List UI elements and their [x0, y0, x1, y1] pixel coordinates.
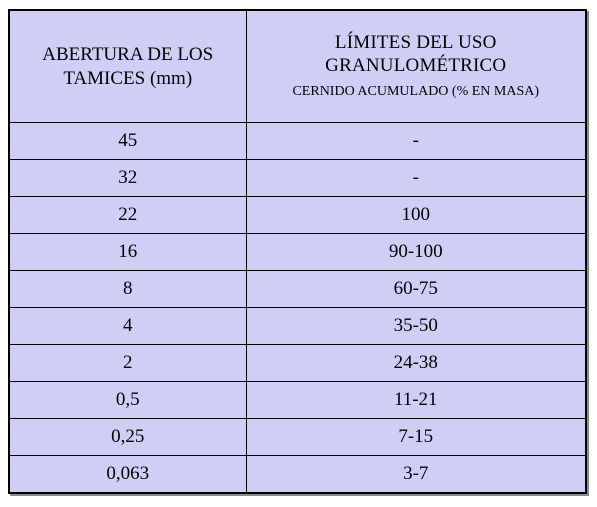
- table-row: 32 -: [8, 159, 587, 197]
- table-row: 45 -: [8, 122, 587, 160]
- limit-cell: 11-21: [245, 381, 587, 419]
- limit-cell: 60-75: [245, 270, 587, 308]
- granulometry-table: ABERTURA DE LOS TAMICES (mm) LÍMITES DEL…: [8, 9, 587, 494]
- table-row: 22 100: [8, 196, 587, 234]
- header-sieve-opening: ABERTURA DE LOS TAMICES (mm): [8, 9, 247, 123]
- table-row: 0,063 3-7: [8, 455, 587, 494]
- sieve-cell: 0,25: [8, 418, 247, 456]
- sieve-cell: 45: [8, 122, 247, 160]
- limit-cell: 35-50: [245, 307, 587, 345]
- sieve-cell: 2: [8, 344, 247, 382]
- table-row: 4 35-50: [8, 307, 587, 345]
- sieve-cell: 0,063: [8, 455, 247, 494]
- sieve-cell: 8: [8, 270, 247, 308]
- limit-cell: 90-100: [245, 233, 587, 271]
- sieve-cell: 0,5: [8, 381, 247, 419]
- sieve-cell: 4: [8, 307, 247, 345]
- limit-cell: 3-7: [245, 455, 587, 494]
- limit-cell: -: [245, 122, 587, 160]
- header-granulometric-limits: LÍMITES DEL USO GRANULOMÉTRICO CERNIDO A…: [245, 9, 587, 123]
- table-header-row: ABERTURA DE LOS TAMICES (mm) LÍMITES DEL…: [8, 9, 587, 123]
- sieve-cell: 22: [8, 196, 247, 234]
- table-row: 0,25 7-15: [8, 418, 587, 456]
- header-sieve-opening-label: ABERTURA DE LOS TAMICES (mm): [42, 43, 214, 89]
- table-row: 16 90-100: [8, 233, 587, 271]
- header-limits-title: LÍMITES DEL USO GRANULOMÉTRICO: [325, 31, 507, 76]
- table-row: 2 24-38: [8, 344, 587, 382]
- limit-cell: 24-38: [245, 344, 587, 382]
- limit-cell: 7-15: [245, 418, 587, 456]
- limit-cell: 100: [245, 196, 587, 234]
- limit-cell: -: [245, 159, 587, 197]
- table-row: 8 60-75: [8, 270, 587, 308]
- header-limits-subtitle: CERNIDO ACUMULADO (% EN MASA): [292, 83, 540, 99]
- table-row: 0,5 11-21: [8, 381, 587, 419]
- sieve-cell: 32: [8, 159, 247, 197]
- sieve-cell: 16: [8, 233, 247, 271]
